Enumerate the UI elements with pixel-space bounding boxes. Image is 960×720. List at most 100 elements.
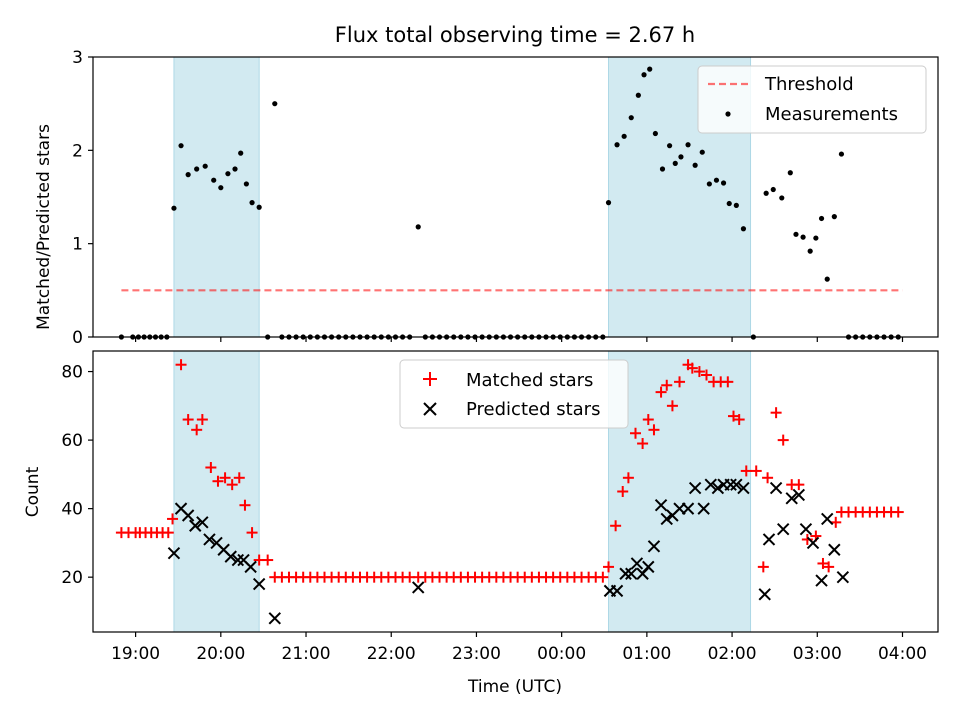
x-tick-label: 20:00 bbox=[196, 644, 245, 664]
predicted-star-point bbox=[730, 478, 743, 491]
legend-predicted-swatch bbox=[423, 402, 437, 416]
predicted-star-point bbox=[642, 560, 655, 574]
matched-star-point bbox=[757, 561, 769, 573]
matched-star-point bbox=[674, 376, 686, 388]
measurement-point bbox=[793, 231, 799, 237]
matched-star-point bbox=[603, 561, 615, 573]
predicted-star-point bbox=[815, 574, 828, 587]
x-tick-label: 23:00 bbox=[452, 644, 501, 664]
predicted-star-point bbox=[737, 481, 750, 495]
bottom-legend: Matched stars Predicted stars bbox=[399, 359, 629, 429]
measurement-point bbox=[628, 115, 634, 121]
predicted-star-point bbox=[711, 481, 725, 495]
matched-star-point bbox=[830, 516, 842, 528]
measurement-point bbox=[225, 171, 231, 177]
measurement-point bbox=[763, 190, 769, 196]
top-y-tick-label: 1 bbox=[72, 235, 83, 255]
measurement-point bbox=[787, 170, 793, 176]
bottom-axes: 20 40 60 80 19:00 20:00 21:00 22:00 23:00 00:00 01… bbox=[61, 350, 939, 664]
predicted-star-point bbox=[724, 478, 737, 491]
predicted-star-point bbox=[610, 584, 624, 598]
count-points bbox=[115, 359, 904, 625]
legend-measurements-swatch bbox=[725, 111, 731, 117]
measurement-point bbox=[659, 166, 666, 172]
predicted-star-point bbox=[625, 567, 638, 580]
measurement-point bbox=[824, 276, 830, 282]
predicted-star-point bbox=[821, 512, 834, 526]
measurement-point bbox=[652, 130, 658, 137]
predicted-star-point bbox=[654, 499, 668, 512]
bottom-shaded-spans bbox=[173, 350, 752, 633]
matched-star-point bbox=[733, 414, 745, 426]
matched-star-point bbox=[823, 561, 835, 573]
legend-matched-swatch bbox=[423, 372, 437, 386]
matched-star-point bbox=[597, 571, 609, 583]
matched-star-point bbox=[762, 472, 774, 484]
bottom-shaded-span-1 bbox=[608, 350, 752, 633]
measurement-point bbox=[635, 92, 641, 98]
measurement-point bbox=[770, 186, 776, 193]
x-tick-label: 04:00 bbox=[878, 644, 927, 664]
matched-star-point bbox=[892, 506, 904, 518]
top-legend-box bbox=[697, 65, 927, 134]
x-tick-label: 19:00 bbox=[111, 644, 160, 664]
matched-star-point bbox=[777, 434, 789, 446]
measurement-point bbox=[249, 200, 255, 206]
x-tick-label: 01:00 bbox=[622, 644, 671, 664]
measurement-point bbox=[415, 224, 421, 230]
x-tick-label: 00:00 bbox=[537, 644, 586, 664]
measurement-point bbox=[818, 215, 825, 222]
measurement-point bbox=[202, 163, 208, 169]
measurement-point bbox=[647, 66, 653, 72]
predicted-star-point bbox=[630, 557, 644, 570]
predicted-star-point bbox=[806, 536, 820, 550]
top-y-tick-label: 0 bbox=[72, 328, 83, 348]
matched-star-point bbox=[655, 386, 667, 398]
measurement-point bbox=[726, 200, 732, 207]
measurement-point bbox=[807, 248, 813, 254]
legend-threshold-label: Threshold bbox=[764, 74, 854, 95]
measurement-point bbox=[813, 235, 819, 241]
legend-matched-label: Matched stars bbox=[466, 370, 593, 391]
measurement-point bbox=[672, 160, 678, 166]
matched-star-point bbox=[191, 424, 203, 436]
measurement-point bbox=[740, 226, 747, 232]
figure-title: Flux total observing time = 2.67 h bbox=[335, 23, 695, 47]
x-tick-label: 21:00 bbox=[282, 644, 331, 664]
measurement-point bbox=[614, 142, 620, 148]
predicted-star-point bbox=[792, 488, 806, 502]
measurement-point bbox=[699, 149, 705, 155]
predicted-star-point bbox=[758, 588, 771, 601]
top-panel: 0 1 2 3 Matched/Predicted stars Threshold M… bbox=[34, 48, 939, 348]
matched-star-point bbox=[630, 427, 642, 439]
measurement-point bbox=[779, 195, 785, 201]
measurement-point bbox=[831, 214, 837, 220]
measurement-point bbox=[706, 181, 712, 187]
matched-star-point bbox=[162, 527, 174, 539]
predicted-star-point bbox=[252, 577, 266, 591]
legend-predicted-label: Predicted stars bbox=[466, 399, 600, 420]
matched-star-point bbox=[740, 465, 752, 477]
bottom-y-tick-label: 80 bbox=[61, 363, 83, 383]
matched-star-point bbox=[666, 400, 678, 412]
x-tick-label: 02:00 bbox=[708, 644, 757, 664]
matched-star-point bbox=[722, 376, 734, 388]
predicted-star-point bbox=[619, 567, 632, 580]
matched-star-point bbox=[701, 369, 713, 381]
predicted-star-point bbox=[167, 546, 181, 560]
matched-star-point bbox=[239, 499, 251, 511]
measurement-point bbox=[621, 133, 627, 139]
matched-star-point bbox=[175, 359, 187, 371]
measurement-point bbox=[232, 166, 238, 172]
measurement-point bbox=[733, 202, 739, 208]
predicted-star-point bbox=[688, 481, 702, 495]
measurement-point bbox=[713, 177, 720, 183]
measurement-point bbox=[238, 150, 244, 156]
bottom-axes-frame bbox=[92, 350, 939, 633]
matched-star-point bbox=[233, 472, 245, 484]
matched-star-point bbox=[817, 557, 829, 569]
measurement-point bbox=[641, 72, 647, 78]
matched-star-point bbox=[750, 465, 762, 477]
matched-star-point bbox=[262, 554, 274, 566]
matched-star-point bbox=[610, 520, 622, 532]
